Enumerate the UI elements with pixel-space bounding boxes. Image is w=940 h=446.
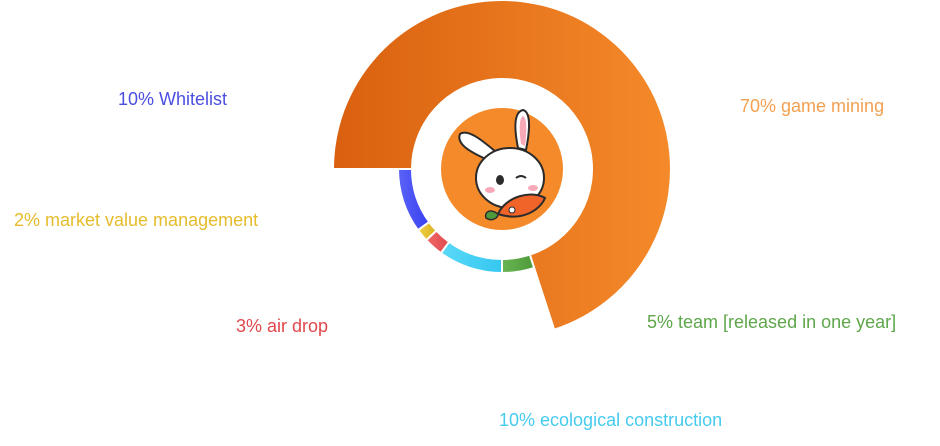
label-team: 5% team [released in one year] — [647, 312, 897, 332]
center-logo — [440, 107, 564, 231]
bunny-icon — [458, 108, 547, 221]
label-game-mining: 70% game mining — [740, 96, 885, 116]
slice-2 — [439, 240, 503, 275]
label-whitelist: 10% Whitelist — [118, 89, 228, 109]
slice-0 — [331, 0, 672, 331]
label-air-drop: 3% air drop — [236, 316, 329, 336]
label-market-value-management: 2% market value management — [14, 210, 259, 230]
label-ecological-construction: 10% ecological construction — [499, 410, 723, 430]
slice-1 — [501, 253, 536, 275]
slice-5 — [396, 168, 431, 232]
donut-slices — [331, 0, 672, 331]
